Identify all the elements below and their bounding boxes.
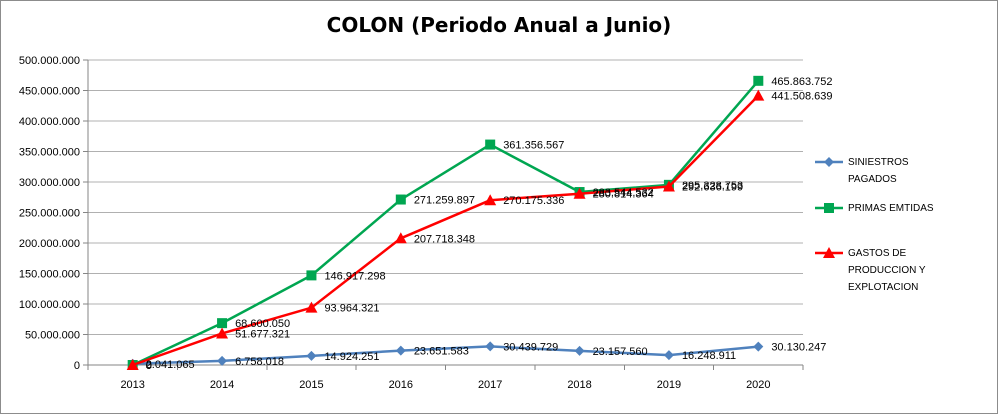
data-point — [306, 350, 317, 361]
data-point — [306, 270, 317, 281]
data-point — [574, 345, 585, 356]
legend-item: GASTOS DE PRODUCCION Y EXPLOTACION — [848, 245, 926, 296]
data-label: 23.157.560 — [593, 346, 648, 358]
data-label: 146.917.298 — [324, 270, 385, 282]
y-tick-label: 500.000.000 — [19, 55, 80, 67]
data-point — [753, 75, 764, 86]
data-point — [485, 341, 496, 352]
data-point — [216, 327, 229, 339]
x-tick-label: 2013 — [120, 379, 144, 391]
data-label: 0 — [146, 360, 152, 372]
x-tick-label: 2016 — [389, 379, 413, 391]
data-label: 30.130.247 — [771, 342, 826, 354]
x-tick-label: 2020 — [746, 379, 770, 391]
data-point — [484, 194, 497, 206]
legend-item: PRIMAS EMTIDAS — [848, 200, 934, 217]
legend-label: GASTOS DE — [848, 248, 907, 259]
legend-label: PRIMAS EMTIDAS — [848, 203, 934, 214]
data-point — [217, 355, 228, 366]
data-point — [395, 345, 406, 356]
data-point — [752, 89, 765, 101]
data-label: 30.439.729 — [503, 341, 558, 353]
data-label: 2.041.065 — [146, 359, 195, 371]
data-label: 0 — [146, 360, 152, 372]
y-tick-label: 350.000.000 — [19, 147, 80, 159]
data-point — [395, 194, 406, 205]
x-tick-label: 2018 — [567, 379, 591, 391]
y-tick-label: 150.000.000 — [19, 269, 80, 281]
x-tick-label: 2017 — [478, 379, 502, 391]
y-tick-label: 0 — [74, 360, 80, 372]
data-label: 16.248.911 — [682, 350, 736, 362]
data-label: 280.814.364 — [593, 189, 654, 201]
data-point — [662, 180, 675, 192]
series-line — [132, 94, 760, 367]
data-label: 207.718.348 — [414, 233, 475, 245]
series-line — [132, 345, 759, 366]
data-label: 93.964.321 — [324, 303, 379, 315]
data-label: 361.356.567 — [503, 140, 564, 152]
data-point — [485, 139, 496, 150]
x-tick-label: 2014 — [210, 379, 234, 391]
data-point — [394, 232, 407, 244]
data-label: 295.328.753 — [682, 180, 743, 192]
data-label: 292.636.199 — [682, 181, 743, 193]
data-point — [663, 350, 674, 361]
legend-label: PRODUCCION Y — [848, 265, 926, 276]
data-label: 68.600.050 — [235, 318, 290, 330]
y-tick-label: 400.000.000 — [19, 116, 80, 128]
x-tick-label: 2019 — [657, 379, 681, 391]
data-point — [573, 187, 586, 199]
legend-label: EXPLOTACION — [848, 282, 919, 293]
y-tick-label: 200.000.000 — [19, 238, 80, 250]
x-tick-label: 2015 — [299, 379, 323, 391]
data-point — [217, 318, 228, 329]
y-tick-label: 450.000.000 — [19, 86, 80, 98]
data-label: 23.651.583 — [414, 346, 469, 358]
y-tick-label: 100.000.000 — [19, 299, 80, 311]
data-point — [823, 247, 835, 258]
chart-title: COLON (Periodo Anual a Junio) — [326, 13, 672, 37]
data-label: 283.544.532 — [593, 187, 654, 199]
data-label: 270.175.336 — [503, 195, 564, 207]
data-point — [305, 301, 318, 313]
data-label: 14.924.251 — [324, 351, 379, 363]
series-line — [132, 80, 760, 367]
data-label: 6.758.018 — [235, 356, 284, 368]
data-label: 51.677.321 — [235, 328, 290, 340]
data-point — [824, 157, 834, 167]
data-label: 465.863.752 — [771, 76, 832, 88]
data-point — [126, 359, 139, 370]
y-tick-label: 250.000.000 — [19, 208, 80, 220]
data-point — [824, 203, 834, 213]
data-point — [753, 341, 764, 352]
legend-label: SINIESTROS — [848, 157, 909, 168]
data-label: 441.508.639 — [771, 91, 832, 103]
data-label: 271.259.897 — [414, 195, 475, 207]
legend-item: SINIESTROS PAGADOS — [848, 154, 909, 188]
y-tick-label: 50.000.000 — [25, 330, 80, 342]
legend-label: PAGADOS — [848, 174, 897, 185]
y-tick-label: 300.000.000 — [19, 177, 80, 189]
